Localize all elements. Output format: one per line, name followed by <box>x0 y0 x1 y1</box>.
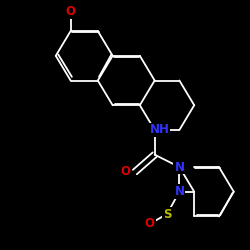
Text: NH: NH <box>150 124 170 136</box>
Text: O: O <box>145 218 155 230</box>
Text: S: S <box>163 208 171 220</box>
Text: N: N <box>174 185 184 198</box>
Text: N: N <box>174 160 184 173</box>
Text: O: O <box>120 166 130 178</box>
Text: O: O <box>66 5 76 18</box>
